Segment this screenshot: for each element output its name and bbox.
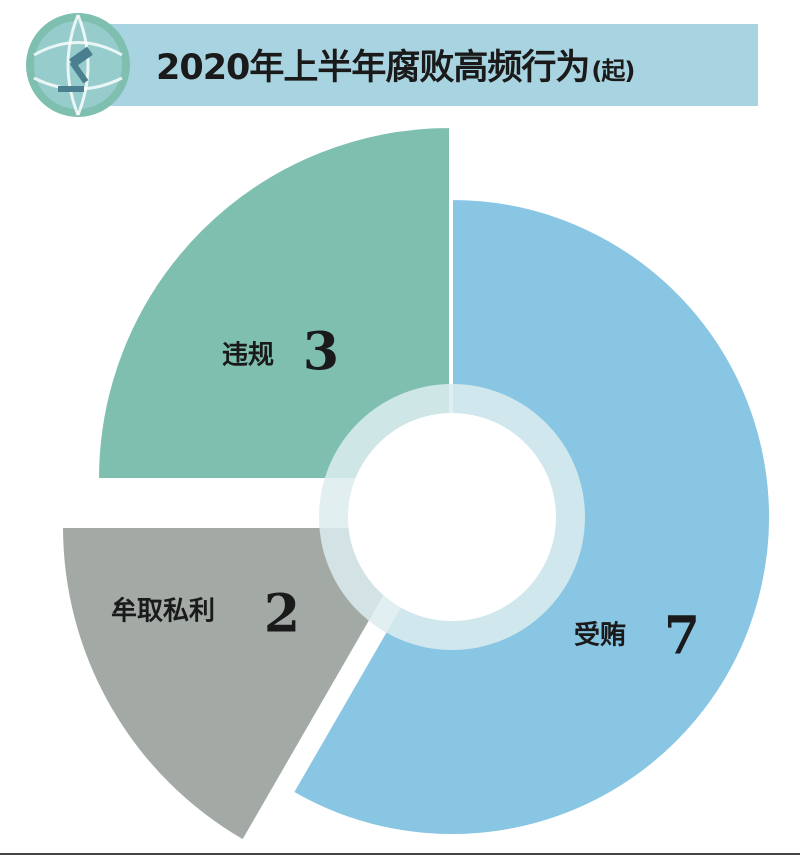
slice-violation — [96, 125, 451, 480]
center-hole — [348, 413, 556, 621]
chart-title-main: 2020年上半年腐败高频行为 — [156, 48, 590, 88]
title-bar — [96, 24, 758, 106]
slice-violation-label: 违规 — [222, 341, 274, 371]
slice-self-interest — [60, 526, 426, 842]
slice-bribery-value: 7 — [664, 606, 700, 667]
slice-self-interest-label: 牟取私利 — [111, 596, 215, 627]
slice-self-interest-value: 2 — [264, 584, 300, 645]
chart-title: 2020年上半年腐败高频行为(起) — [156, 40, 635, 96]
chart-labels: 受贿 7 牟取私利 2 违规 3 — [111, 322, 700, 667]
slice-violation-value: 3 — [303, 322, 339, 383]
gavel-globe-icon — [26, 13, 130, 117]
bottom-rule — [0, 853, 800, 855]
chart-title-unit: (起) — [591, 57, 635, 85]
slice-bribery-label: 受贿 — [574, 620, 626, 651]
